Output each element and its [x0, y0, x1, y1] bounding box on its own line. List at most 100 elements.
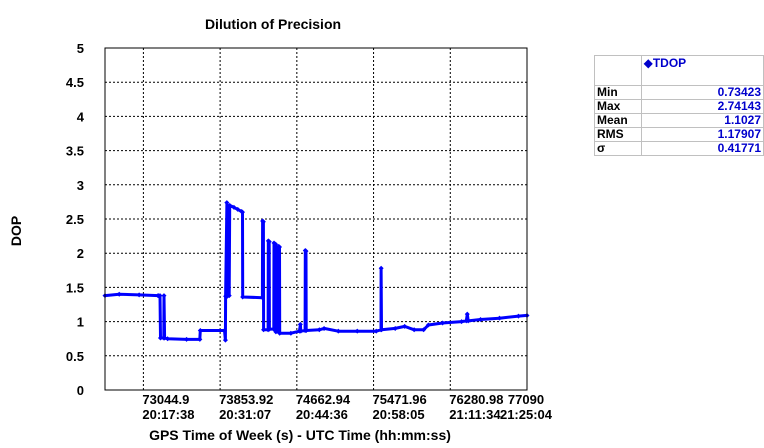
tdop-data-point	[478, 317, 484, 323]
tdop-data-point	[235, 206, 241, 212]
stats-label: σ	[594, 141, 642, 156]
y-tick-label: 0	[77, 383, 84, 398]
y-tick-label: 1	[77, 315, 84, 330]
tdop-data-point	[136, 292, 142, 298]
x-tick-label-utc: 20:17:38	[142, 407, 194, 422]
tdop-data-point	[411, 327, 417, 333]
tdop-data-point	[373, 328, 379, 334]
tdop-data-point	[273, 241, 279, 247]
tdop-data-point	[260, 219, 266, 225]
tdop-data-point	[277, 330, 283, 336]
x-tick-label-gps: 73044.9	[142, 392, 189, 407]
tdop-data-point	[227, 202, 233, 208]
tdop-data-point	[288, 330, 294, 336]
stats-row-mean: Mean 1.1027	[594, 113, 764, 128]
tdop-marker-icon: ◆	[643, 56, 653, 70]
y-tick-label: 0.5	[66, 349, 84, 364]
plot-area-frame	[104, 47, 528, 391]
tdop-data-point	[354, 328, 360, 334]
tdop-data-point	[303, 327, 309, 333]
tdop-data-point	[378, 265, 384, 271]
stats-row-min: Min 0.73423	[594, 85, 764, 100]
tdop-data-point	[392, 325, 398, 331]
tdop-data-point	[197, 336, 203, 342]
series-layer	[102, 200, 530, 343]
y-tick-label: 3	[77, 178, 84, 193]
tdop-data-point	[465, 318, 471, 324]
y-tick-label: 3.5	[66, 144, 84, 159]
chart-title: Dilution of Precision	[205, 16, 341, 32]
tdop-data-point	[303, 248, 309, 254]
stats-value: 1.17907	[640, 127, 764, 142]
stats-header-blank	[594, 55, 642, 86]
tdop-data-point	[226, 293, 232, 299]
stats-label: Min	[594, 85, 642, 100]
tdop-data-point	[222, 337, 228, 343]
tdop-data-point	[321, 325, 327, 331]
tdop-data-point	[379, 327, 385, 333]
stats-series-header: ◆TDOP	[640, 55, 764, 86]
stats-label: Mean	[594, 113, 642, 128]
x-tick-label-gps: 73853.92	[219, 392, 273, 407]
stats-row-max: Max 2.74143	[594, 99, 764, 114]
tdop-data-point	[261, 327, 267, 333]
tdop-data-point	[240, 294, 246, 300]
tdop-data-point	[184, 336, 190, 342]
y-tick-label: 2	[77, 246, 84, 261]
x-tick-label-gps: 74662.94	[296, 392, 351, 407]
tdop-data-point	[464, 311, 470, 317]
tdop-data-point	[273, 329, 279, 335]
tdop-data-point	[298, 328, 304, 334]
y-tick-label: 1.5	[66, 280, 84, 295]
stats-label: RMS	[594, 127, 642, 142]
stats-row-rms: RMS 1.17907	[594, 127, 764, 142]
tdop-data-point	[266, 239, 272, 245]
stats-row-sigma: σ 0.41771	[594, 141, 764, 156]
stats-value: 2.74143	[640, 99, 764, 114]
x-tick-label-utc: 21:25:04	[500, 407, 553, 422]
tdop-data-point	[240, 209, 246, 215]
tdop-data-point	[297, 321, 303, 327]
tdop-data-point	[459, 319, 465, 325]
x-tick-label-gps: 76280.98	[449, 392, 503, 407]
tdop-data-point	[165, 336, 171, 342]
tdop-data-point	[116, 291, 122, 297]
stats-value: 0.73423	[640, 85, 764, 100]
tdop-data-point	[515, 313, 521, 319]
tdop-data-point	[440, 320, 446, 326]
x-tick-label-utc: 20:58:05	[373, 407, 425, 422]
tdop-data-point	[335, 328, 341, 334]
tdop-data-point	[161, 293, 167, 299]
tdop-data-point	[197, 327, 203, 333]
x-tick-label-gps: 75471.96	[373, 392, 427, 407]
y-axis-ticks: 0 0.5 1 1.5 2 2.5 3 3.5 4 4.5 5	[66, 41, 85, 398]
x-tick-label-utc: 20:31:07	[219, 407, 271, 422]
y-tick-label: 2.5	[66, 212, 84, 227]
x-axis-ticks: 73044.920:17:3873853.9220:31:0774662.942…	[142, 392, 552, 422]
tdop-data-point	[157, 335, 163, 341]
tdop-data-point	[276, 244, 282, 250]
y-tick-label: 5	[77, 41, 84, 56]
tdop-data-point	[157, 293, 163, 299]
x-tick-label-utc: 21:11:34	[449, 407, 501, 422]
tdop-data-point	[316, 327, 322, 333]
tdop-data-point	[259, 295, 265, 301]
tdop-data-point	[224, 200, 230, 206]
stats-label: Max	[594, 99, 642, 114]
y-axis-label: DOP	[8, 216, 24, 246]
stats-header-row: ◆TDOP	[594, 55, 764, 86]
tdop-data-point	[221, 327, 227, 333]
stats-value: 0.41771	[640, 141, 764, 156]
tdop-data-point	[496, 315, 502, 321]
tdop-data-point	[266, 326, 272, 332]
stats-series-label: TDOP	[652, 56, 687, 70]
stats-value: 1.1027	[640, 113, 764, 128]
tdop-data-point	[421, 327, 427, 333]
y-tick-label: 4.5	[66, 75, 84, 90]
x-tick-label-utc: 20:44:36	[296, 407, 348, 422]
tdop-series-line	[104, 201, 528, 342]
x-tick-label-gps: 77090	[508, 392, 544, 407]
statistics-table: ◆TDOP Min 0.73423 Max 2.74143 Mean 1.102…	[594, 55, 764, 156]
tdop-data-point	[425, 322, 431, 328]
